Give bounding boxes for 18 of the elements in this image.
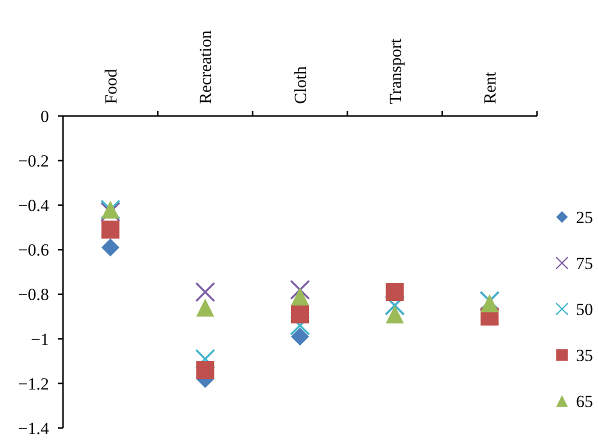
y-tick-label: −0.4 xyxy=(18,196,50,216)
legend-label: 75 xyxy=(576,254,593,273)
x-tick-label: Transport xyxy=(386,38,405,104)
y-tick-label: −1.4 xyxy=(18,418,50,438)
y-tick-label: −0.8 xyxy=(18,285,49,304)
x-tick-label: Food xyxy=(101,68,120,104)
x-tick-label: Recreation xyxy=(196,30,216,104)
y-tick-label: 0 xyxy=(40,106,49,126)
y-tick-label: −1.2 xyxy=(18,374,49,394)
x-tick-label: Cloth xyxy=(290,66,310,104)
y-tick-label: −1 xyxy=(30,330,49,349)
legend-label: 25 xyxy=(576,208,593,227)
y-tick-label: −0.2 xyxy=(18,152,49,171)
x-tick-label: Rent xyxy=(480,72,500,104)
legend-label: 65 xyxy=(576,392,593,411)
legend-label: 35 xyxy=(576,346,593,365)
y-tick-label: −0.6 xyxy=(18,240,49,260)
legend-label: 50 xyxy=(576,300,593,319)
